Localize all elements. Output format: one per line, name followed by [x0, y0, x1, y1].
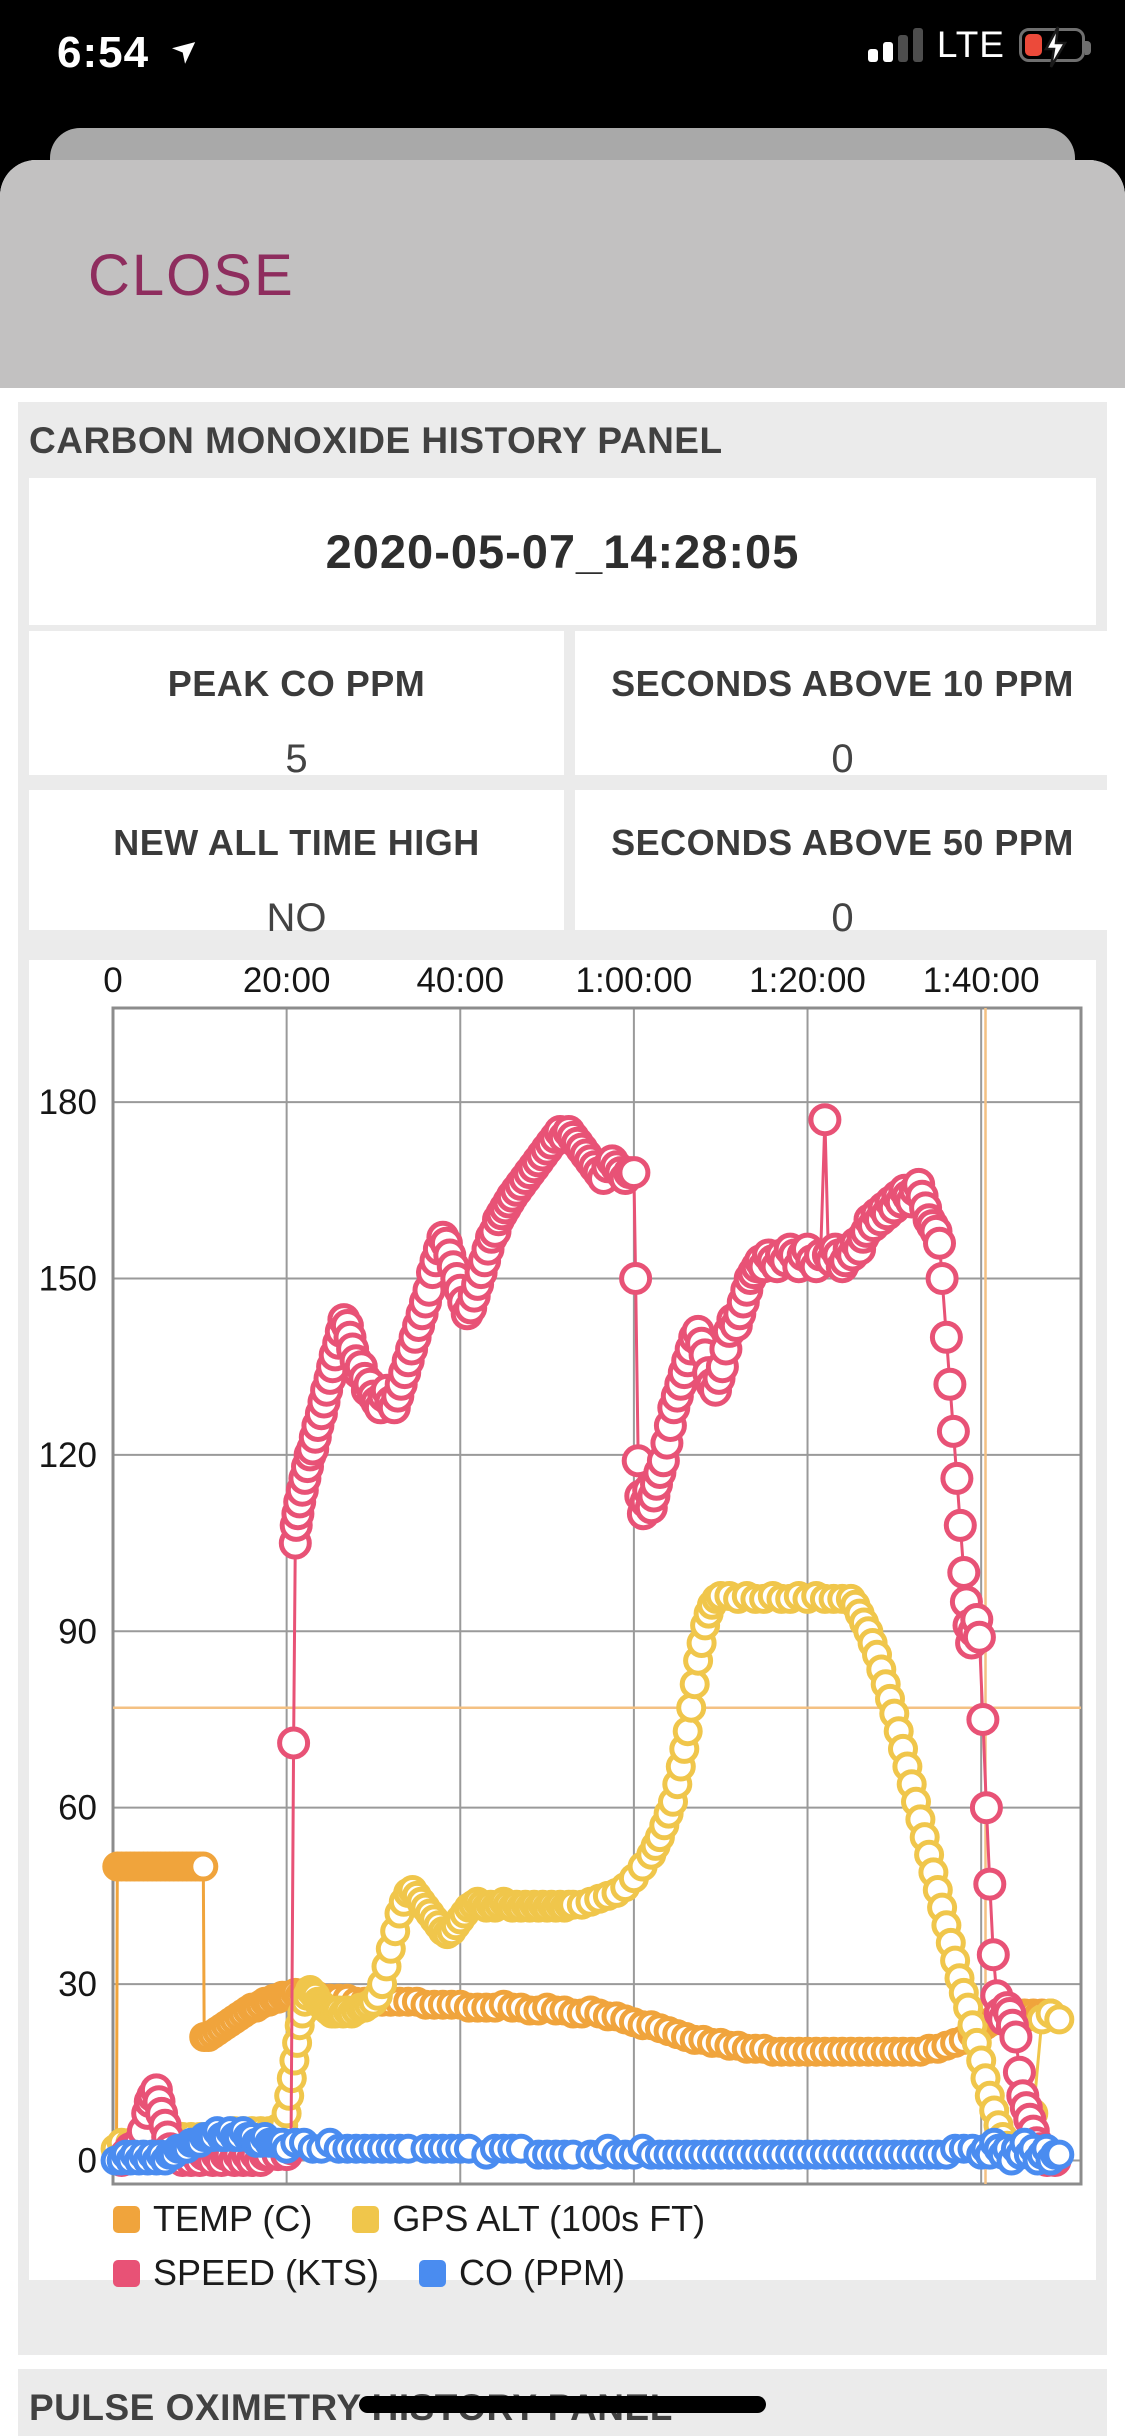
legend-item-speed-kts-[interactable]: SPEED (KTS): [113, 2252, 379, 2294]
stat-label: NEW ALL TIME HIGH: [113, 822, 480, 863]
modal-header: CLOSE: [0, 160, 1125, 388]
history-modal-sheet[interactable]: CLOSE CARBON MONOXIDE HISTORY PANEL 2020…: [0, 160, 1125, 2436]
legend-swatch-icon: [113, 2259, 140, 2287]
flight-history-chart[interactable]: 0 30 60 90 120 150 180 0 20:00 40:00 1:00:00 1:20:0…: [29, 960, 1097, 2192]
legend-swatch-icon: [419, 2259, 447, 2287]
svg-text:150: 150: [39, 1259, 97, 1298]
location-arrow-icon: ➤: [163, 26, 208, 72]
stat-value: 0: [831, 896, 854, 940]
carbon-monoxide-history-panel: CARBON MONOXIDE HISTORY PANEL 2020-05-07…: [18, 402, 1110, 2355]
session-date-card: 2020-05-07_14:28:05: [29, 478, 1096, 625]
legend-swatch-icon: [352, 2205, 380, 2233]
stat-seconds-above-10: SECONDS ABOVE 10 PPM 0: [575, 631, 1110, 781]
status-bar: 6:54 ➤ LTE: [0, 0, 1125, 110]
stat-label: PEAK CO PPM: [167, 663, 426, 704]
svg-text:30: 30: [58, 1965, 97, 2004]
stat-value: 5: [285, 737, 308, 781]
legend-item-temp-c-[interactable]: TEMP (C): [113, 2198, 312, 2240]
network-type-label: LTE: [936, 24, 1005, 65]
svg-text:1:20:00: 1:20:00: [749, 961, 866, 1000]
svg-text:0: 0: [103, 961, 122, 1000]
svg-text:180: 180: [39, 1083, 97, 1122]
stat-label: SECONDS ABOVE 10 PPM: [611, 663, 1074, 704]
svg-text:0: 0: [78, 2141, 97, 2180]
history-chart-card: 0 30 60 90 120 150 180 0 20:00 40:00 1:00:00 1:20:0…: [29, 960, 1097, 2293]
chart-legend: TEMP (C) GPS ALT (100s FT) SPEED (KTS) CO (…: [113, 2192, 1013, 2300]
svg-text:40:00: 40:00: [416, 961, 504, 1000]
svg-text:20:00: 20:00: [243, 961, 331, 1000]
stat-new-all-time-high: NEW ALL TIME HIGH NO: [29, 790, 564, 940]
co-panel-title: CARBON MONOXIDE HISTORY PANEL: [29, 420, 723, 461]
cellular-signal-icon: [863, 28, 923, 62]
svg-text:120: 120: [39, 1436, 97, 1475]
legend-label: CO (PPM): [459, 2252, 626, 2293]
legend-label: GPS ALT (100s FT): [392, 2198, 706, 2239]
clock: 6:54: [57, 28, 150, 77]
legend-label: TEMP (C): [153, 2198, 313, 2239]
stat-seconds-above-50: SECONDS ABOVE 50 PPM 0: [575, 790, 1110, 940]
stat-value: 0: [831, 737, 854, 781]
legend-swatch-icon: [113, 2205, 140, 2233]
svg-text:1:00:00: 1:00:00: [576, 961, 693, 1000]
close-button[interactable]: CLOSE: [88, 243, 295, 308]
lightning-bolt-icon: [1043, 26, 1068, 68]
stat-peak-co: PEAK CO PPM 5: [29, 631, 564, 781]
stat-value: NO: [266, 896, 327, 940]
stat-label: SECONDS ABOVE 50 PPM: [611, 822, 1074, 863]
legend-item-co-ppm-[interactable]: CO (PPM): [419, 2252, 625, 2294]
svg-text:60: 60: [58, 1789, 97, 1828]
home-indicator[interactable]: [359, 2396, 766, 2413]
legend-label: SPEED (KTS): [153, 2252, 380, 2293]
session-timestamp: 2020-05-07_14:28:05: [325, 525, 800, 578]
battery-charging-icon: [1019, 26, 1091, 68]
svg-text:1:40:00: 1:40:00: [923, 961, 1040, 1000]
svg-text:90: 90: [58, 1612, 97, 1651]
legend-item-gps-alt-100s-ft-[interactable]: GPS ALT (100s FT): [352, 2198, 705, 2240]
